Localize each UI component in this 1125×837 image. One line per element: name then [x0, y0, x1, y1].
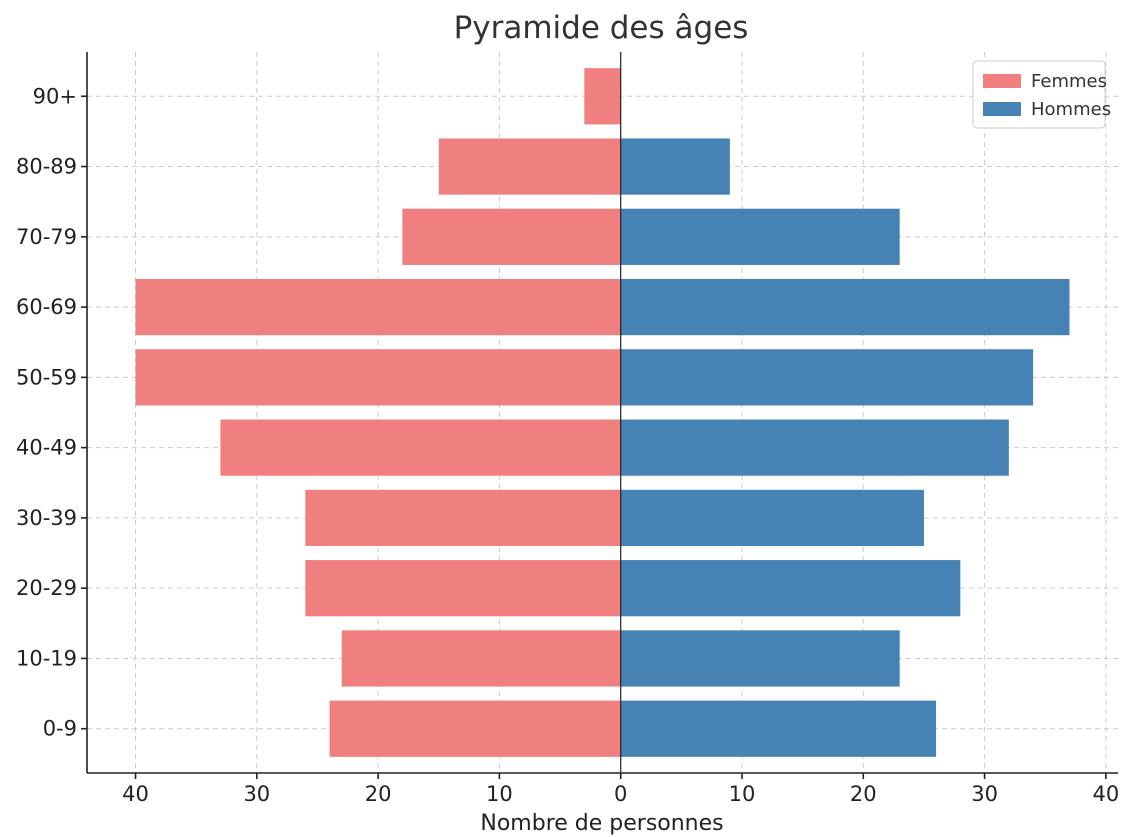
y-tick-label: 20-29: [16, 576, 77, 600]
bar-hommes: [620, 278, 1070, 336]
y-tick-label: 70-79: [16, 225, 77, 249]
legend-swatch-femmes: [983, 74, 1021, 88]
bar-hommes: [620, 489, 924, 547]
bar-femmes: [584, 68, 621, 125]
y-tick-label: 50-59: [16, 365, 77, 389]
x-tick-label: 10: [729, 782, 756, 806]
bar-hommes: [620, 700, 937, 757]
bar-femmes: [305, 560, 621, 617]
bar-femmes: [135, 349, 621, 406]
bar-femmes: [220, 419, 621, 476]
bar-femmes: [341, 630, 621, 687]
x-tick-label: 30: [971, 782, 998, 806]
x-tick-label: 20: [365, 782, 392, 806]
y-tick-label: 30-39: [16, 506, 77, 530]
bar-femmes: [438, 138, 621, 195]
x-axis-label: Nombre de personnes: [480, 811, 723, 836]
legend-swatch-hommes: [983, 102, 1021, 116]
tick-labels: 40 30 20 10 0 10 20 30 40 0-9 10-19 20-29 30-39 40-49…: [16, 84, 1119, 806]
bar-femmes: [305, 489, 621, 547]
legend-label-hommes: Hommes: [1031, 99, 1111, 120]
bar-femmes: [135, 278, 621, 336]
x-tick-label: 20: [850, 782, 877, 806]
y-tick-label: 80-89: [16, 155, 77, 179]
bars: [135, 68, 1070, 757]
legend-label-femmes: Femmes: [1031, 71, 1107, 92]
x-tick-label: 40: [122, 782, 149, 806]
bar-femmes: [329, 700, 621, 757]
bar-hommes: [620, 138, 730, 195]
y-tick-label: 40-49: [16, 436, 77, 460]
chart-title: Pyramide des âges: [454, 10, 749, 46]
y-tick-label: 0-9: [43, 717, 77, 741]
bar-hommes: [620, 630, 900, 687]
axes: [81, 52, 1118, 779]
x-tick-label: 10: [486, 782, 513, 806]
bar-hommes: [620, 419, 1009, 476]
x-tick-label: 0: [614, 782, 627, 806]
y-tick-label: 60-69: [16, 295, 77, 319]
bar-femmes: [402, 208, 621, 265]
x-tick-label: 30: [243, 782, 270, 806]
y-tick-label: 10-19: [16, 646, 77, 670]
bar-hommes: [620, 560, 961, 617]
bar-hommes: [620, 208, 900, 265]
bar-hommes: [620, 349, 1034, 406]
legend: Femmes Hommes: [972, 60, 1111, 129]
y-tick-label: 90+: [33, 84, 77, 108]
x-tick-label: 40: [1093, 782, 1120, 806]
